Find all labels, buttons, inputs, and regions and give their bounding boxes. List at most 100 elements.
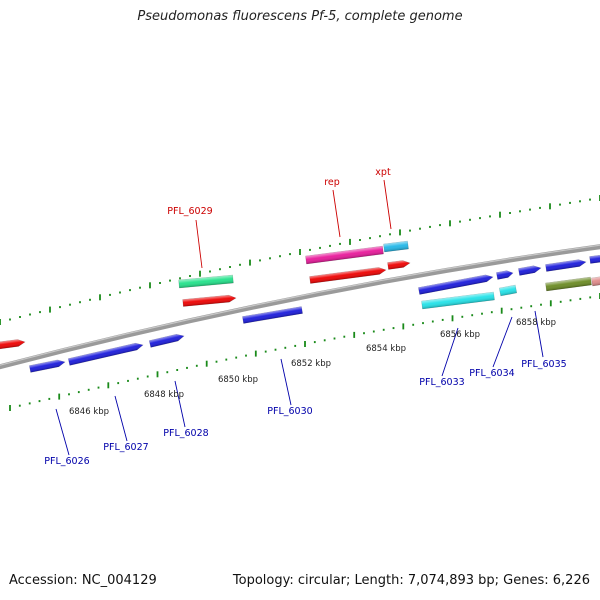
minor-tick: [382, 328, 385, 331]
minor-tick: [369, 237, 371, 240]
feature-blue-edge: [589, 254, 600, 264]
minor-tick: [239, 263, 241, 266]
minor-tick: [259, 259, 261, 262]
genome-title: Pseudomonas fluorescens Pf-5, complete g…: [137, 9, 463, 24]
minor-tick: [309, 248, 311, 251]
label-pfl-6035-leader: [534, 310, 544, 358]
major-tick: [451, 315, 454, 322]
minor-tick: [215, 360, 218, 363]
minor-tick: [509, 212, 511, 214]
backbone-highlight: [0, 244, 600, 366]
minor-tick: [77, 391, 80, 394]
major-tick: [549, 203, 551, 210]
feature-rep-cds: [309, 267, 387, 284]
scale-label: 6846 kbp: [69, 407, 109, 417]
backbone-line: [0, 244, 600, 370]
label-pfl-6028-leader: [174, 380, 186, 428]
minor-tick: [529, 208, 531, 211]
minor-tick: [323, 339, 326, 342]
label-xpt: xpt: [375, 167, 391, 178]
label-pfl-6026-leader: [55, 408, 70, 456]
minor-tick: [429, 225, 431, 228]
feature-pfl-6028: [148, 333, 185, 348]
label-pfl-6033-leader: [441, 327, 459, 377]
minor-tick: [419, 227, 421, 230]
minor-tick: [333, 337, 336, 340]
minor-tick: [540, 303, 542, 306]
minor-tick: [176, 369, 179, 371]
minor-tick: [229, 266, 231, 268]
scale-label: 6856 kbp: [440, 330, 480, 340]
minor-tick: [471, 314, 474, 317]
feature-pfl-6030: [242, 306, 303, 324]
minor-tick: [579, 200, 581, 203]
minor-tick: [245, 354, 247, 357]
minor-tick: [409, 229, 411, 232]
major-tick: [402, 323, 405, 330]
minor-tick: [569, 201, 571, 204]
minor-tick: [559, 203, 561, 206]
major-tick: [149, 282, 151, 289]
minor-tick: [339, 242, 341, 245]
label-pfl-6033: PFL_6033: [419, 377, 464, 388]
major-tick: [107, 382, 110, 389]
minor-tick: [195, 364, 198, 367]
feature-blue-right: [545, 259, 587, 272]
minor-tick: [129, 289, 131, 292]
minor-tick: [461, 315, 464, 318]
major-tick: [199, 270, 201, 277]
scale-label: 6848 kbp: [144, 390, 184, 400]
minor-tick: [219, 268, 221, 271]
scale-label: 6850 kbp: [218, 375, 258, 385]
major-tick: [299, 249, 301, 255]
minor-tick: [9, 318, 11, 321]
reverse-tick-row: [9, 293, 600, 411]
scale-label: 6852 kbp: [291, 359, 331, 369]
label-rep: rep: [324, 177, 340, 188]
label-pfl-6027-leader: [114, 395, 128, 442]
minor-tick: [289, 253, 291, 256]
minor-tick: [441, 318, 444, 321]
label-pfl-6030-leader: [280, 358, 292, 406]
feature-pfl-6029-gene: [178, 274, 234, 289]
feature-xpt-gene: [383, 240, 409, 253]
minor-tick: [329, 244, 331, 247]
feature-labels: PFL_6029 rep xpt PFL_6026 PFL_6027 PFL_6028 PF…: [44, 167, 566, 467]
minor-tick: [18, 404, 21, 407]
minor-tick: [48, 397, 51, 400]
feature-pfl-6033-gene: [421, 291, 495, 310]
tick-dot-rows: [0, 195, 600, 411]
label-pfl-6034-leader: [492, 316, 513, 368]
minor-tick: [189, 275, 191, 277]
minor-tick: [179, 277, 181, 280]
feature-pfl-6034: [496, 270, 514, 280]
feature-pfl-6029-cds: [182, 294, 237, 307]
minor-tick: [569, 299, 572, 302]
minor-tick: [117, 382, 120, 385]
feature-olive: [545, 276, 592, 292]
minor-tick: [235, 356, 238, 359]
minor-tick: [169, 279, 171, 282]
minor-tick: [539, 206, 541, 209]
minor-tick: [39, 311, 41, 314]
minor-tick: [136, 377, 139, 380]
feature-track: [0, 240, 600, 373]
minor-tick: [579, 297, 582, 300]
minor-tick: [559, 300, 562, 303]
minor-tick: [389, 233, 391, 236]
label-pfl-6029-leader: [195, 219, 203, 269]
minor-tick: [68, 393, 70, 396]
minor-tick: [69, 303, 71, 306]
minor-tick: [412, 323, 415, 326]
feature-xpt-cds: [387, 260, 411, 270]
minor-tick: [469, 218, 471, 221]
major-tick: [58, 393, 61, 400]
scale-label: 6854 kbp: [366, 344, 406, 354]
minor-tick: [264, 350, 267, 353]
minor-tick: [87, 388, 90, 391]
minor-tick: [363, 332, 365, 335]
label-pfl-6030: PFL_6030: [267, 406, 312, 417]
minor-tick: [313, 341, 316, 344]
minor-tick: [159, 282, 161, 284]
label-pfl-6028: PFL_6028: [163, 428, 208, 439]
